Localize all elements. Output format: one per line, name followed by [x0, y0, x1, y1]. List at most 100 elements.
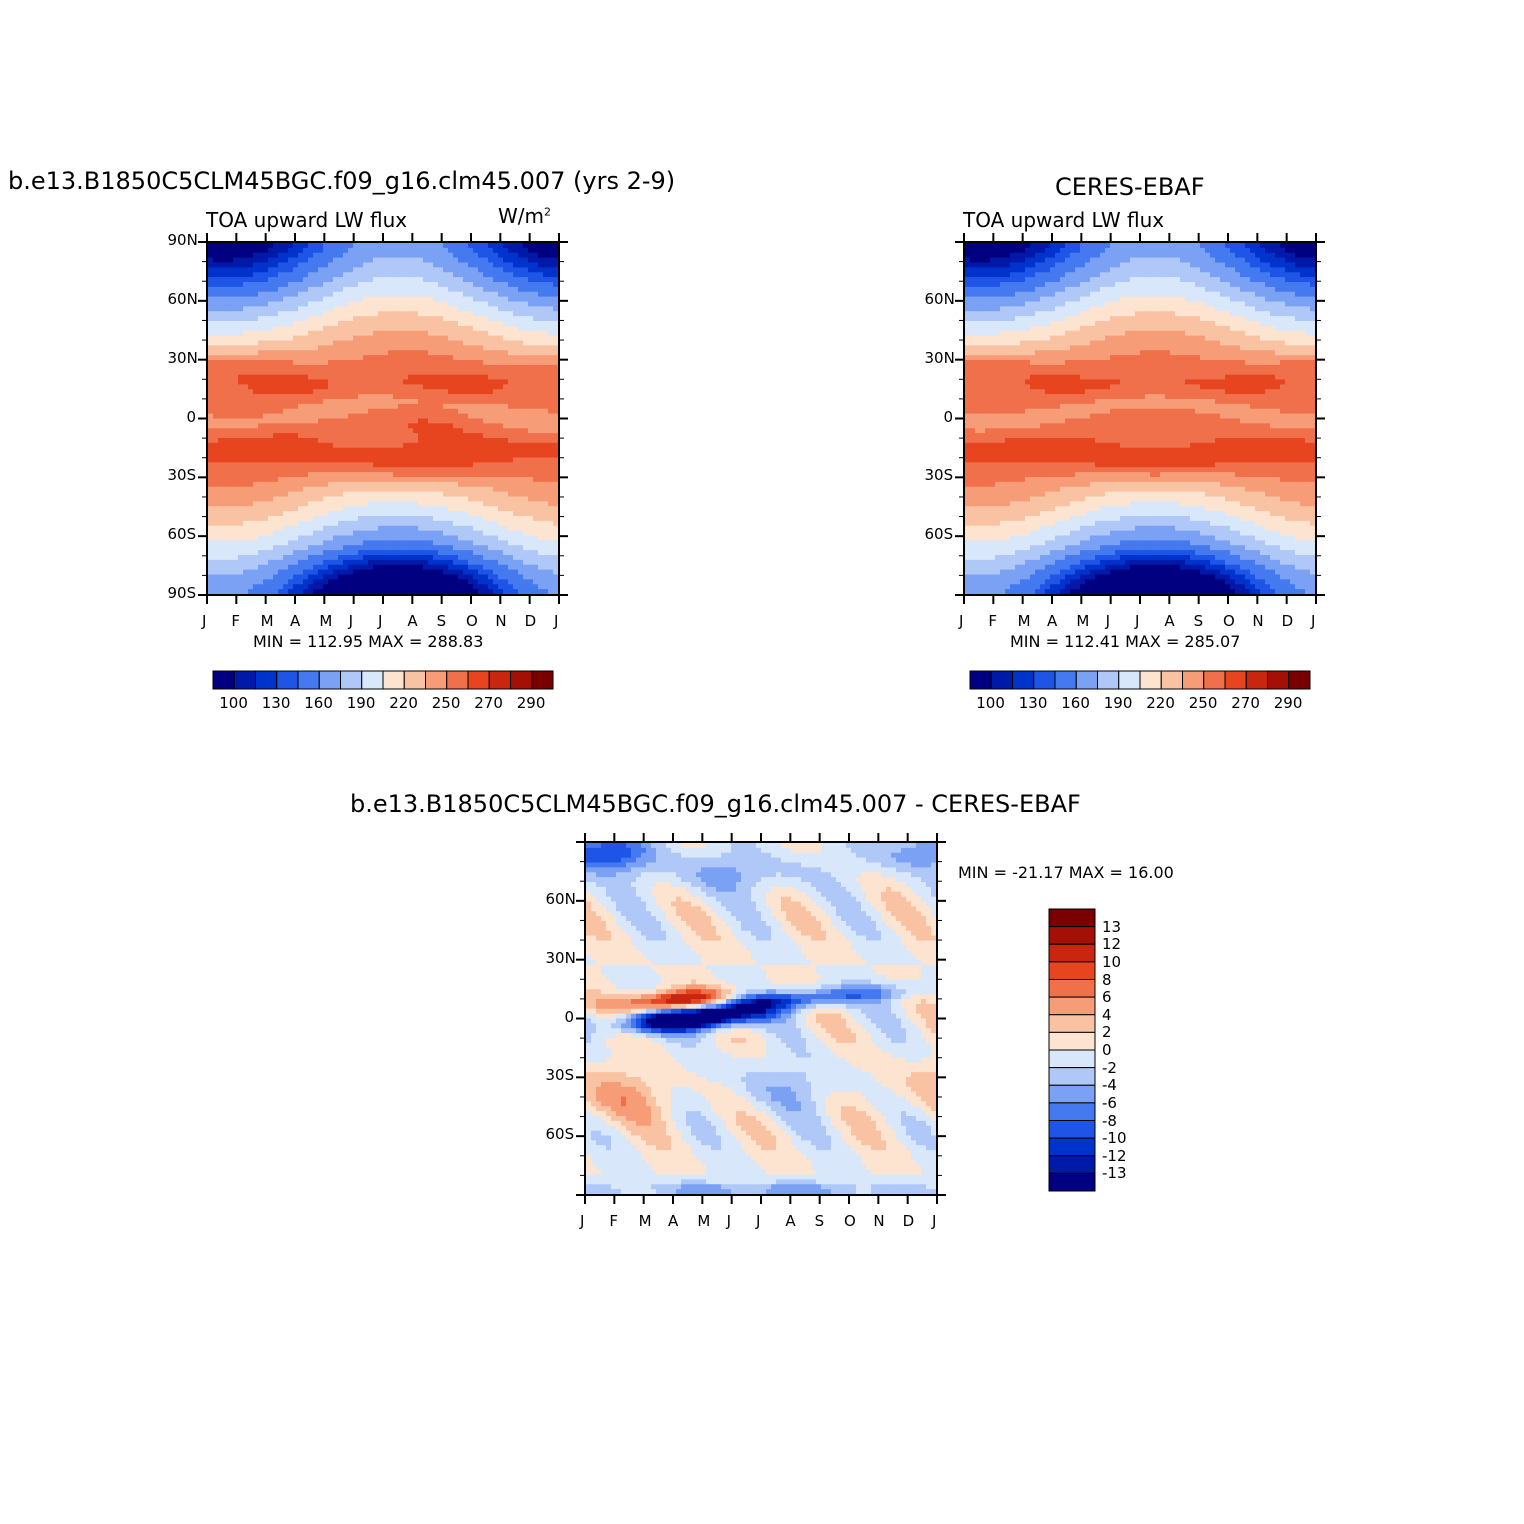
heat-cell — [478, 360, 484, 366]
heat-cell — [243, 516, 249, 522]
heat-cell — [303, 267, 309, 273]
heat-cell — [263, 340, 269, 346]
heat-cell — [218, 286, 224, 293]
heat-cell — [428, 477, 434, 483]
heat-cell — [508, 545, 514, 551]
heat-cell — [423, 545, 429, 551]
heat-cell — [233, 247, 239, 254]
heat-cell — [488, 545, 494, 551]
heat-cell — [478, 486, 484, 493]
heat-cell — [313, 545, 319, 551]
heat-cell — [448, 282, 454, 288]
heat-cell — [553, 428, 558, 434]
heat-cell — [408, 506, 414, 512]
heat-cell — [463, 423, 469, 429]
heat-cell — [493, 550, 499, 556]
heat-cell — [388, 252, 394, 259]
heat-cell — [398, 286, 404, 293]
heat-cell — [408, 423, 414, 429]
heat-cell — [418, 442, 424, 449]
heat-cell — [218, 311, 224, 317]
heat-cell — [548, 316, 554, 322]
heat-cell — [418, 423, 424, 429]
heat-cell — [378, 379, 384, 385]
heat-cell — [293, 243, 299, 249]
heat-cell — [273, 335, 279, 342]
heat-cell — [278, 516, 284, 522]
heat-cell — [348, 472, 354, 478]
heat-cell — [208, 369, 214, 376]
heat-cell — [528, 403, 534, 410]
heat-cell — [283, 360, 289, 366]
heat-cell — [463, 306, 469, 312]
heat-cell — [538, 277, 544, 283]
heat-cell — [433, 277, 439, 283]
heat-cell — [288, 345, 294, 351]
heat-cell — [493, 257, 499, 264]
heat-cell — [468, 360, 474, 366]
heat-cell — [373, 325, 379, 332]
heat-cell — [368, 477, 374, 483]
heat-cell — [313, 442, 319, 449]
heat-cell — [238, 379, 244, 385]
heat-cell — [263, 257, 269, 264]
heat-cell — [283, 501, 289, 507]
heat-cell — [358, 316, 364, 322]
heat-cell — [388, 267, 394, 273]
heat-cell — [503, 516, 509, 522]
heat-cell — [358, 267, 364, 273]
heat-cell — [368, 340, 374, 346]
heat-cell — [428, 350, 434, 356]
heat-cell — [418, 257, 424, 264]
heat-cell — [403, 516, 409, 522]
heat-cell — [463, 369, 469, 376]
heat-cell — [413, 257, 419, 264]
heat-cell — [398, 418, 404, 424]
heat-cell — [468, 477, 474, 483]
heat-cell — [523, 506, 529, 512]
heat-cell — [358, 525, 364, 532]
heat-cell — [348, 291, 354, 298]
heat-cell — [223, 506, 229, 512]
heat-cell — [398, 520, 404, 527]
heat-cell — [538, 252, 544, 259]
heat-cell — [498, 477, 504, 483]
heat-cell — [533, 477, 539, 483]
heat-cell — [388, 355, 394, 361]
heat-cell — [458, 545, 464, 551]
heat-cell — [288, 501, 294, 507]
heat-cell — [458, 306, 464, 312]
heat-cell — [343, 272, 349, 278]
heat-cell — [423, 311, 429, 317]
heat-cell — [238, 345, 244, 351]
heat-cell — [233, 311, 239, 317]
heat-cell — [288, 252, 294, 259]
heat-cell — [393, 311, 399, 317]
heat-cell — [278, 277, 284, 283]
heat-cell — [363, 403, 369, 410]
heat-cell — [423, 511, 429, 517]
heat-cell — [428, 364, 434, 371]
heat-cell — [263, 399, 269, 405]
heat-cell — [263, 384, 269, 390]
heat-cell — [308, 481, 314, 488]
heat-cell — [328, 457, 334, 463]
heat-cell — [353, 462, 359, 468]
heat-cell — [288, 394, 294, 400]
heat-cell — [483, 535, 489, 541]
heat-cell — [468, 252, 474, 259]
heat-cell — [398, 496, 404, 502]
heat-cell — [548, 384, 554, 390]
heat-cell — [313, 486, 319, 493]
heat-cell — [488, 355, 494, 361]
heat-cell — [348, 452, 354, 459]
heat-cell — [313, 540, 319, 546]
heat-cell — [283, 379, 289, 385]
heat-cell — [403, 545, 409, 551]
heat-cell — [523, 516, 529, 522]
heat-cell — [233, 316, 239, 322]
heat-cell — [253, 262, 259, 268]
heat-cell — [348, 369, 354, 376]
heat-cell — [303, 501, 309, 507]
heat-cell — [498, 501, 504, 507]
